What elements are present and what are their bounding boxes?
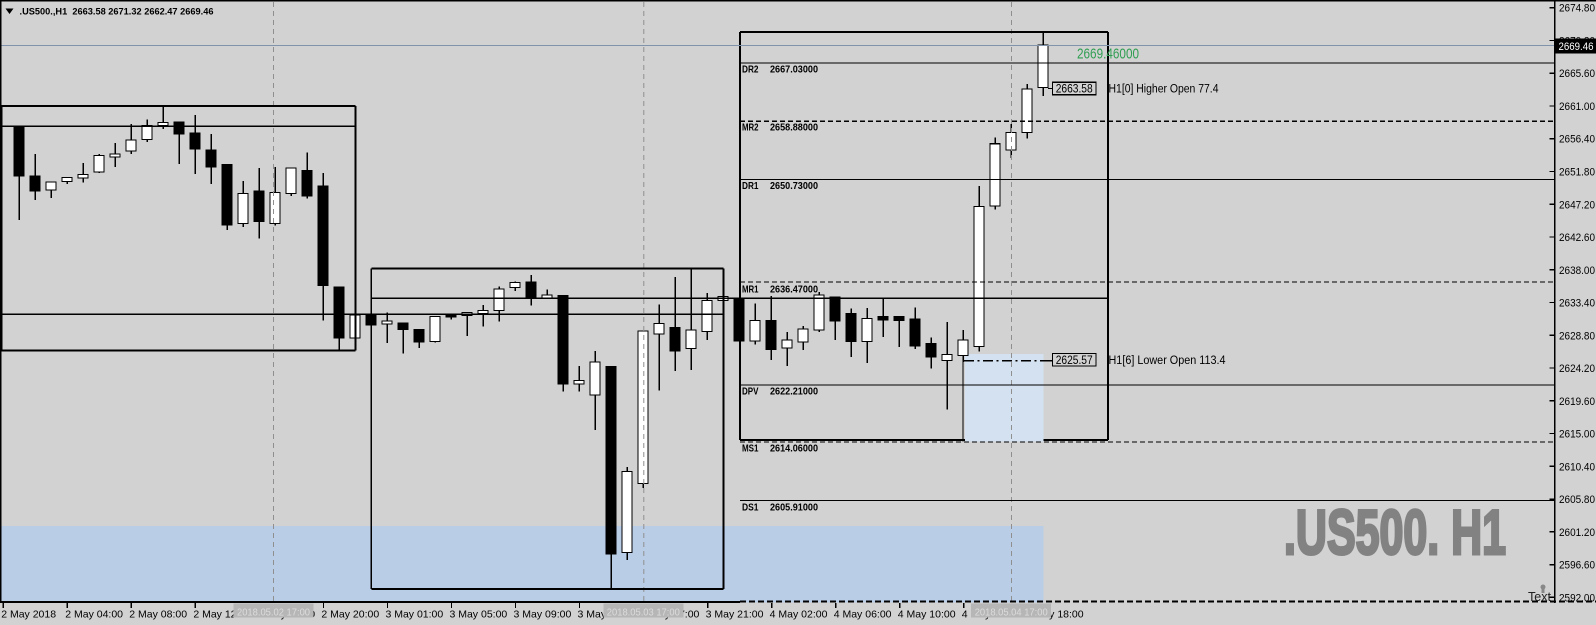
- svg-text:2624.20: 2624.20: [1559, 363, 1595, 375]
- svg-text:2665.60: 2665.60: [1559, 68, 1595, 80]
- svg-text:3 May 05:00: 3 May 05:00: [449, 609, 507, 621]
- svg-text:4 May 10:00: 4 May 10:00: [898, 609, 956, 621]
- svg-text:4 May 06:00: 4 May 06:00: [834, 609, 892, 621]
- svg-text:2596.60: 2596.60: [1559, 560, 1595, 572]
- svg-text:2663.58: 2663.58: [1056, 84, 1093, 96]
- svg-text:2605.80: 2605.80: [1559, 494, 1595, 506]
- svg-text:2018.05.03 17:00: 2018.05.03 17:00: [607, 606, 680, 618]
- svg-text:2642.60: 2642.60: [1559, 232, 1595, 244]
- svg-text:2633.40: 2633.40: [1559, 298, 1595, 310]
- svg-text:2610.40: 2610.40: [1559, 461, 1595, 473]
- svg-text:2667.03000: 2667.03000: [770, 63, 818, 75]
- svg-text:2625.57: 2625.57: [1056, 355, 1093, 367]
- svg-text:2622.21000: 2622.21000: [770, 385, 818, 397]
- svg-text:2658.88000: 2658.88000: [770, 121, 818, 133]
- svg-text:DS1: DS1: [742, 501, 759, 513]
- svg-text:H1[6] Lower Open 113.4: H1[6] Lower Open 113.4: [1109, 355, 1227, 367]
- svg-text:2 May 2018: 2 May 2018: [1, 609, 56, 621]
- svg-text:MS1: MS1: [742, 442, 759, 454]
- svg-text:DPV: DPV: [742, 385, 759, 397]
- svg-text:2628.80: 2628.80: [1559, 330, 1595, 342]
- svg-text:DR2: DR2: [742, 63, 759, 75]
- svg-text:2636.47000: 2636.47000: [770, 283, 818, 295]
- svg-text:3 May 21:00: 3 May 21:00: [706, 609, 764, 621]
- svg-text:H1[0] Higher Open 77.4: H1[0] Higher Open 77.4: [1109, 84, 1220, 96]
- svg-text:2674.80: 2674.80: [1559, 3, 1595, 15]
- svg-text:Text: Text: [1528, 590, 1551, 604]
- svg-text:3 May 01:00: 3 May 01:00: [385, 609, 443, 621]
- svg-text:2638.00: 2638.00: [1559, 265, 1595, 277]
- svg-text:4 May 02:00: 4 May 02:00: [770, 609, 828, 621]
- svg-text:DR1: DR1: [742, 180, 759, 192]
- svg-text:2615.00: 2615.00: [1559, 429, 1595, 441]
- svg-text:2656.40: 2656.40: [1559, 134, 1595, 146]
- svg-text:2592.00: 2592.00: [1559, 592, 1595, 604]
- svg-text:2619.60: 2619.60: [1559, 396, 1595, 408]
- svg-text:2 May 08:00: 2 May 08:00: [129, 609, 187, 621]
- svg-text:2650.73000: 2650.73000: [770, 180, 818, 192]
- svg-text:2669.46000: 2669.46000: [1077, 46, 1139, 63]
- svg-text:MR1: MR1: [742, 283, 759, 295]
- svg-text:.US500.,H1 2663.58 2671.32 26: .US500.,H1 2663.58 2671.32 2662.47 2669.…: [20, 6, 214, 17]
- svg-text:2 May 04:00: 2 May 04:00: [65, 609, 123, 621]
- svg-text:MR2: MR2: [742, 121, 759, 133]
- svg-text:3 May 09:00: 3 May 09:00: [514, 609, 572, 621]
- svg-text:2605.91000: 2605.91000: [770, 501, 818, 513]
- svg-text:2 May 20:00: 2 May 20:00: [321, 609, 379, 621]
- svg-text:2651.80: 2651.80: [1559, 167, 1595, 179]
- svg-text:2601.20: 2601.20: [1559, 527, 1595, 539]
- svg-text:2661.00: 2661.00: [1559, 101, 1595, 113]
- svg-text:2647.20: 2647.20: [1559, 199, 1595, 211]
- svg-text:2018.05.02 17:00: 2018.05.02 17:00: [237, 606, 310, 618]
- svg-text:.US500. H1: .US500. H1: [1284, 498, 1506, 568]
- svg-text:2669.46: 2669.46: [1559, 41, 1594, 53]
- svg-text:2614.06000: 2614.06000: [770, 442, 818, 454]
- svg-text:2018.05.04 17:00: 2018.05.04 17:00: [975, 606, 1048, 618]
